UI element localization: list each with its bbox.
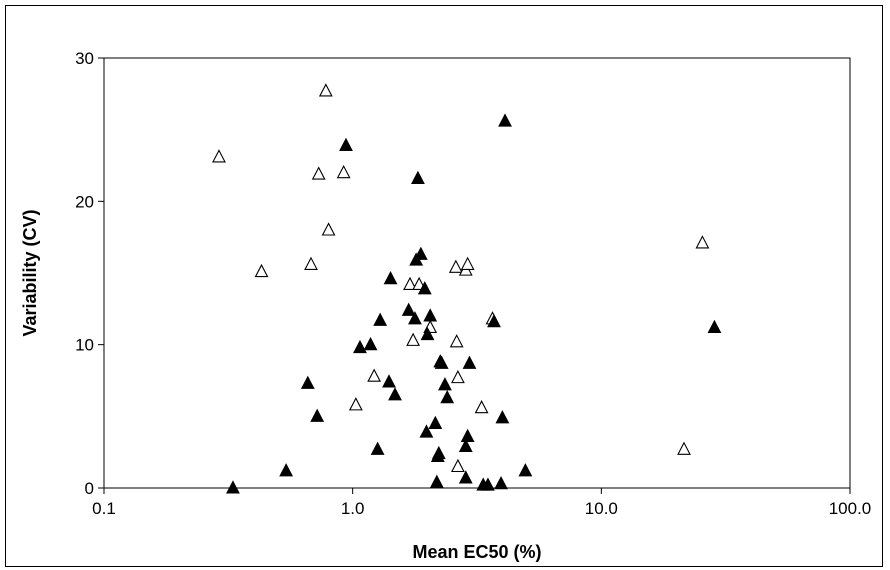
filled-triangle-point (382, 374, 396, 388)
filled-triangle-point (458, 438, 473, 452)
filled-triangle-point (440, 390, 455, 404)
data-points (212, 83, 722, 494)
x-tick-label: 1.0 (341, 499, 365, 518)
y-axis: 0 10 20 30 (75, 49, 104, 498)
open-triangle-point (212, 149, 226, 163)
y-tick-label: 10 (75, 336, 94, 355)
x-tick-label: 100.0 (829, 499, 872, 518)
filled-triangle-point (420, 326, 435, 341)
x-axis-title: Mean EC50 (%) (412, 542, 541, 562)
filled-triangle-point (423, 308, 438, 322)
filled-triangle-point (518, 463, 533, 477)
filled-triangle-point (462, 355, 477, 369)
filled-triangle-point (498, 113, 512, 127)
filled-triangle-point (226, 480, 240, 494)
plot-area (103, 57, 851, 489)
filled-triangle-point (431, 445, 446, 460)
filled-triangle-point (353, 339, 367, 354)
x-tick-label: 10.0 (585, 499, 618, 518)
open-triangle-point (695, 235, 710, 249)
open-triangle-point (403, 276, 417, 291)
open-triangle-point (336, 164, 351, 179)
open-triangle-point (348, 397, 363, 411)
open-triangle-point (406, 332, 421, 346)
filled-triangle-point (460, 428, 475, 442)
filled-triangle-point (494, 476, 508, 490)
y-tick-label: 30 (75, 49, 94, 68)
open-triangle-point (321, 222, 336, 236)
filled-triangle-point (388, 387, 402, 401)
open-triangle-point (311, 166, 326, 180)
open-triangle-point (451, 458, 465, 473)
filled-triangle-point (419, 424, 434, 438)
filled-triangle-point (707, 319, 722, 334)
open-triangle-point (460, 256, 475, 270)
filled-triangle-point (438, 377, 452, 391)
filled-triangle-point (428, 415, 443, 430)
filled-triangle-point (279, 463, 294, 477)
filled-triangle-point (481, 477, 495, 491)
x-axis: 0.1 1.0 10.0 100.0 (92, 488, 871, 518)
y-axis-title: Variability (CV) (20, 209, 40, 336)
filled-triangle-point (300, 375, 315, 389)
filled-triangle-point (458, 470, 473, 484)
filled-triangle-point (401, 302, 416, 316)
filled-triangle-point (310, 408, 325, 422)
filled-triangle-point (487, 314, 501, 328)
open-triangle-point (318, 83, 333, 97)
filled-triangle-point (429, 474, 444, 488)
filled-triangle-point (408, 311, 422, 325)
filled-triangle-point (434, 355, 449, 369)
open-triangle-point (367, 368, 382, 382)
filled-triangle-point (495, 410, 510, 424)
filled-triangle-point (363, 336, 378, 351)
y-tick-label: 20 (75, 192, 94, 211)
open-triangle-point (254, 263, 269, 278)
filled-triangle-point (417, 281, 432, 295)
open-triangle-point (449, 334, 464, 348)
x-tick-label: 0.1 (92, 499, 116, 518)
open-triangle-point (451, 369, 465, 384)
filled-triangle-point (373, 312, 388, 326)
y-tick-label: 0 (85, 479, 94, 498)
open-triangle-point (448, 259, 463, 273)
filled-triangle-point (413, 246, 428, 260)
filled-triangle-point (370, 441, 385, 455)
open-triangle-point (474, 400, 489, 414)
open-triangle-point (677, 441, 691, 455)
filled-triangle-point (411, 170, 425, 184)
filled-triangle-point (383, 271, 398, 285)
filled-triangle-point (339, 137, 353, 151)
open-triangle-point (304, 256, 318, 270)
